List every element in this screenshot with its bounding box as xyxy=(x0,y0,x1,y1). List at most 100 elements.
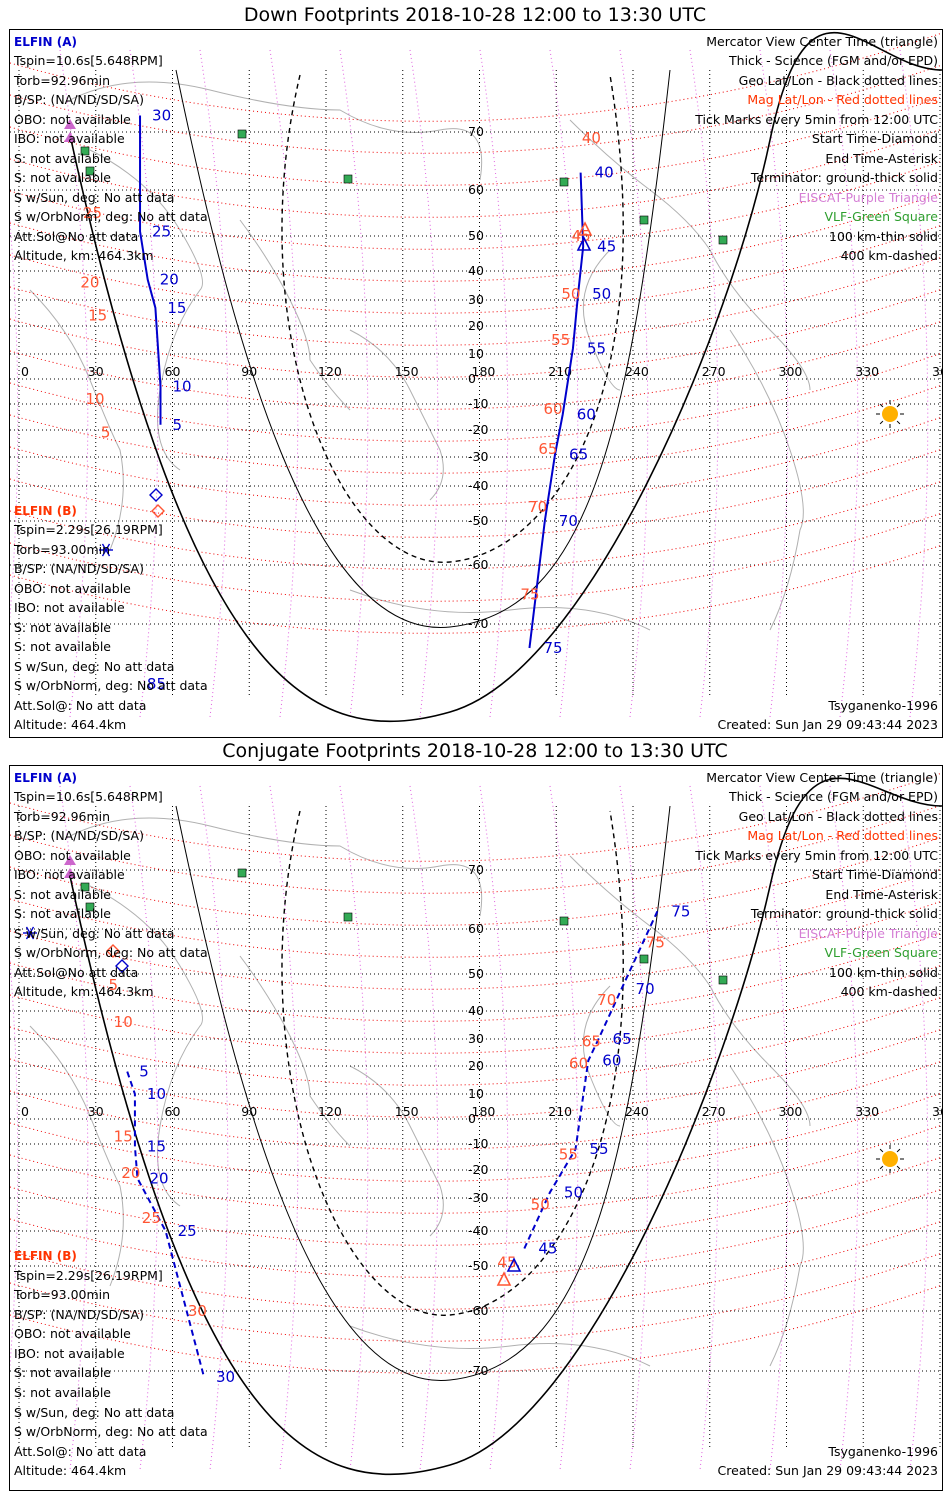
mag-meridian xyxy=(479,49,509,718)
vlf-station-icon xyxy=(639,215,649,225)
sun-ray xyxy=(896,1148,901,1153)
mag-b-tick-label: 70 xyxy=(528,498,547,516)
coastline xyxy=(29,1025,124,1287)
lat-tick-label: -10 xyxy=(468,1136,488,1151)
track-b-tick-label: 65 xyxy=(613,1030,632,1048)
track-a-tick-label: 15 xyxy=(147,1138,166,1156)
coastline xyxy=(89,885,203,1207)
sun-ray xyxy=(896,1165,901,1170)
coastline xyxy=(69,817,483,917)
track-b-tick-label: 75 xyxy=(543,639,562,657)
coastline xyxy=(239,955,351,1147)
track-a-tick-label: 10 xyxy=(147,1085,166,1103)
track-a-tick-label: 20 xyxy=(149,1169,168,1187)
vlf-station-icon xyxy=(343,174,353,184)
lat-tick-label: -50 xyxy=(468,1258,488,1273)
mag-meridian xyxy=(829,49,859,718)
coastline xyxy=(89,149,203,471)
lon-tick-label: 360 xyxy=(932,1104,942,1119)
track-b-tick-label: 65 xyxy=(569,445,588,463)
lon-tick-label: 240 xyxy=(625,1104,649,1119)
legend-item: Terminator: ground-thick solid xyxy=(750,170,938,185)
sun-ray xyxy=(896,403,901,408)
mag-meridian xyxy=(549,785,579,1471)
center-triangle-icon xyxy=(576,236,592,251)
lat-tick-label: -30 xyxy=(468,449,488,464)
elfin-b-line: Torb=93.00min xyxy=(14,542,111,557)
legend-item: Terminator: ground-thick solid xyxy=(750,906,938,921)
vlf-station-icon xyxy=(237,868,247,878)
lat-tick-label: -60 xyxy=(468,1303,488,1318)
coastline xyxy=(349,1065,444,1237)
lat-tick-label: -40 xyxy=(468,1223,488,1238)
mag-meridian xyxy=(129,49,159,718)
elfin-b-track xyxy=(523,910,659,1249)
mag-b-tick-label: 50 xyxy=(531,1196,550,1214)
mag-meridian xyxy=(619,49,649,718)
lat-tick-label: 50 xyxy=(468,966,484,981)
elfin-a-line: OBO: not available xyxy=(14,112,131,127)
elfin-b-line: S w/OrbNorm, deg: No att data xyxy=(14,678,208,693)
legend-item: Tick Marks every 5min from 12:00 UTC xyxy=(695,848,938,863)
legend-item: Start Time-Diamond xyxy=(811,131,938,146)
track-b-tick-label: 45 xyxy=(597,238,616,256)
lat-tick-label: 10 xyxy=(468,1086,484,1101)
mag-a-tick-label: 10 xyxy=(86,390,105,408)
track-a-tick-label: 5 xyxy=(173,416,183,434)
mag-a-tick-label: 30 xyxy=(188,1302,207,1320)
legend-item: End Time-Asterisk xyxy=(825,151,938,166)
elfin-a-line: S w/Sun, deg: No att data xyxy=(14,926,175,941)
lat-tick-label: 30 xyxy=(468,1031,484,1046)
track-a-tick-label: 25 xyxy=(152,222,171,240)
elfin-a-line: Altitude, km: 464.3km xyxy=(14,248,154,263)
coastline xyxy=(349,589,651,631)
lat-tick-label: -70 xyxy=(468,1363,488,1378)
legend-item: 400 km-dashed xyxy=(840,248,938,263)
elfin-b-line: B/SP: (NA/ND/SD/SA) xyxy=(14,1307,144,1322)
elfin-a-line: S w/OrbNorm, deg: No att data xyxy=(14,209,208,224)
coastline xyxy=(239,219,351,411)
elfin-b-line: Tspin=2.29s[26.19RPM] xyxy=(14,522,163,537)
elfin-b-line: S: not available xyxy=(14,1365,111,1380)
elfin-a-line: Torb=92.96min xyxy=(14,73,111,88)
coastline xyxy=(69,81,483,181)
start-diamond-icon xyxy=(151,504,165,518)
lat-tick-label: 20 xyxy=(468,1058,484,1073)
elfin-a-line: IBO: not available xyxy=(14,867,125,882)
lon-tick-label: 330 xyxy=(855,364,879,379)
elfin-a-line: S: not available xyxy=(14,906,111,921)
track-tick-label: 85 xyxy=(147,675,166,693)
mag-meridian xyxy=(10,216,19,622)
lon-tick-label: 60 xyxy=(165,364,181,379)
coastline xyxy=(569,119,811,391)
elfin-b-line: S w/OrbNorm, deg: No att data xyxy=(14,1424,208,1439)
legend-item: Start Time-Diamond xyxy=(811,867,938,882)
conjugate-footprints-panel: 0306090120150180210240270300330360706050… xyxy=(9,765,943,1491)
lon-tick-label: 300 xyxy=(779,1104,803,1119)
lat-tick-label: -60 xyxy=(468,557,488,572)
track-a-tick-label: 20 xyxy=(160,271,179,289)
sun-ray xyxy=(879,403,884,408)
legend-item: EISCAT-Purple Triangle xyxy=(798,190,938,205)
lat-tick-label: 70 xyxy=(468,862,484,877)
lat-tick-label: 0 xyxy=(468,371,476,386)
legend-item: 400 km-dashed xyxy=(840,984,938,999)
sun-ray xyxy=(879,1165,884,1170)
track-b-tick-label: 75 xyxy=(671,902,690,920)
track-b-tick-label: 45 xyxy=(538,1240,557,1258)
elfin-a-line: S w/OrbNorm, deg: No att data xyxy=(14,945,208,960)
mag-b-tick-label: 50 xyxy=(561,285,580,303)
track-b-tick-label: 60 xyxy=(577,405,596,423)
elfin-a-line: Tspin=10.6s[5.648RPM] xyxy=(14,789,163,804)
line-100km xyxy=(175,69,671,628)
mag-b-tick-label: 60 xyxy=(543,400,562,418)
elfin-b-line: S w/Sun, deg: No att data xyxy=(14,1405,175,1420)
mag-a-tick-label: 25 xyxy=(83,204,102,222)
elfin-b-line: B/SP: (NA/ND/SD/SA) xyxy=(14,561,144,576)
track-a-tick-label: 25 xyxy=(178,1222,197,1240)
elfin-a-line: Altitude, km: 464.3km xyxy=(14,984,154,999)
elfin-a-line: S: not available xyxy=(14,887,111,902)
legend-item: End Time-Asterisk xyxy=(825,887,938,902)
lat-tick-label: 60 xyxy=(468,921,484,936)
mag-b-tick-label: 65 xyxy=(538,440,557,458)
